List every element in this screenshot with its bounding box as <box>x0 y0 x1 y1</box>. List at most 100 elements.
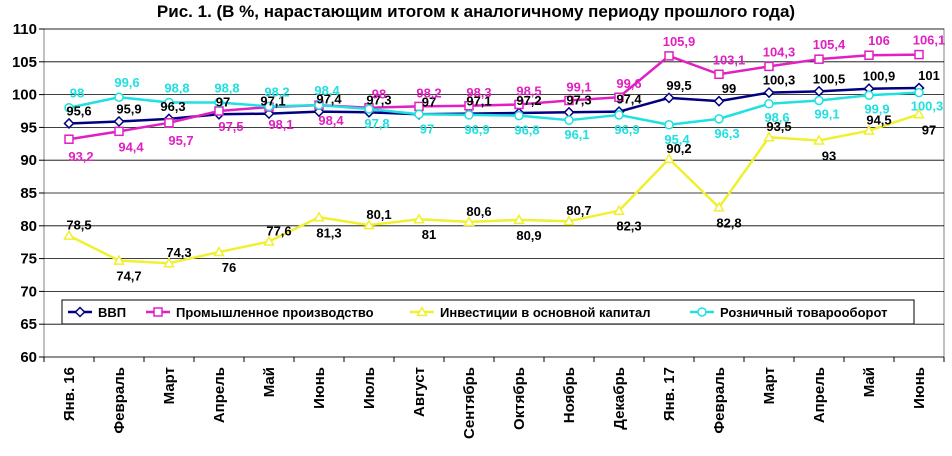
data-point <box>464 101 474 111</box>
y-tick-label: 80 <box>20 218 37 235</box>
data-label: 93,5 <box>766 119 791 134</box>
data-point <box>663 92 675 104</box>
legend-label: ВВП <box>98 305 126 320</box>
data-point <box>214 97 224 108</box>
data-point <box>613 204 625 215</box>
x-tick-label: Март <box>161 367 178 404</box>
x-tick-label: Май <box>861 367 878 397</box>
data-label: 96,3 <box>714 126 739 141</box>
data-point <box>363 219 375 230</box>
y-tick-label: 105 <box>12 54 37 71</box>
y-tick-label: 90 <box>20 152 37 169</box>
data-label: 98,4 <box>318 113 344 128</box>
data-point <box>414 109 424 120</box>
data-point <box>74 306 86 318</box>
data-label: 106 <box>868 33 890 48</box>
legend-label: Промышленное производство <box>176 305 374 320</box>
data-label: 94,5 <box>866 113 891 128</box>
data-label: 94,4 <box>118 139 144 154</box>
x-tick-label: Сентябрь <box>461 367 478 439</box>
data-label: 100,9 <box>863 69 896 84</box>
data-label: 103,1 <box>713 52 746 67</box>
x-tick-label: Май <box>261 367 278 397</box>
data-point <box>163 257 175 268</box>
data-label: 98,6 <box>764 110 789 125</box>
x-tick-label: Июнь <box>911 367 928 409</box>
y-tick-label: 75 <box>20 251 37 268</box>
legend-entry-1: ВВП <box>68 305 126 320</box>
x-tick-label: Июль <box>361 367 378 409</box>
data-labels-1: 95,6 95,9 96,3 97 97,1 97,4 97,3 97 97,1 97,2 97,3… <box>66 68 940 118</box>
data-label: 106,1 <box>913 33 946 48</box>
data-point <box>416 305 428 317</box>
data-point <box>714 69 724 80</box>
data-point <box>64 102 74 113</box>
data-labels-4: 98 99,6 98,8 98,8 98,2 98,4 97,8 97 96,9 96,8 96,1… <box>70 75 944 147</box>
data-point <box>863 124 875 135</box>
data-point <box>514 99 524 110</box>
y-tick-label: 70 <box>20 283 37 300</box>
data-point <box>614 92 624 102</box>
data-label: 90,2 <box>666 141 691 156</box>
data-point <box>413 213 425 224</box>
data-point <box>114 126 124 137</box>
data-label: 99,1 <box>566 80 591 95</box>
data-label: 97,1 <box>260 94 285 109</box>
data-label: 105,9 <box>663 34 696 49</box>
x-tick-label: Октябрь <box>511 367 528 430</box>
data-point <box>564 115 574 125</box>
data-point <box>64 134 74 144</box>
data-label: 93 <box>822 149 836 164</box>
chart-title: Рис. 1. (В %, нарастающим итогом к анало… <box>156 2 796 21</box>
y-tick-label: 85 <box>20 185 37 202</box>
data-label: 98,3 <box>466 85 491 100</box>
series-line <box>68 91 920 127</box>
data-label: 74,3 <box>166 245 191 260</box>
data-point <box>614 110 624 120</box>
data-point <box>713 201 725 212</box>
data-point <box>213 246 225 257</box>
x-tick-label: Февраль <box>711 367 728 434</box>
data-point <box>697 307 707 317</box>
data-point <box>813 134 825 145</box>
data-label: 97,3 <box>566 92 591 107</box>
data-label: 80,1 <box>366 207 391 222</box>
x-tick-label: Февраль <box>111 367 128 434</box>
legend-box <box>61 299 915 325</box>
data-label: 96,1 <box>564 127 589 142</box>
data-label: 97 <box>420 121 434 136</box>
data-point <box>764 99 774 109</box>
data-label: 81,3 <box>316 225 341 240</box>
data-label: 98,2 <box>416 85 441 100</box>
data-label: 98,2 <box>264 84 289 99</box>
data-label: 95,4 <box>664 132 690 147</box>
data-point <box>164 97 174 108</box>
data-point <box>664 120 674 130</box>
legend-label: Инвестиции в основной капитал <box>440 305 650 320</box>
data-label: 105,4 <box>813 37 846 52</box>
y-tick-label: 110 <box>13 21 37 38</box>
data-point <box>864 50 874 60</box>
data-point <box>864 90 874 101</box>
y-tick-label: 65 <box>20 316 37 333</box>
x-tick-label: Март <box>761 367 778 404</box>
data-label: 96,3 <box>160 99 185 114</box>
y-tick-label: 60 <box>20 349 37 366</box>
data-label: 99,5 <box>666 78 691 93</box>
data-label: 98,8 <box>214 80 239 95</box>
data-label: 99,6 <box>114 75 139 90</box>
data-label: 97,4 <box>316 92 342 107</box>
data-point <box>264 101 274 112</box>
series-4 <box>64 87 924 130</box>
data-label: 99,1 <box>814 107 839 122</box>
data-point <box>814 95 824 106</box>
data-label: 77,6 <box>266 224 291 239</box>
data-point <box>164 118 174 128</box>
data-point <box>763 87 775 99</box>
data-label: 98 <box>372 87 386 102</box>
legend: ВВП Промышленное производство Инвестиции в… <box>61 299 915 325</box>
data-label: 97 <box>422 94 436 109</box>
data-point <box>113 254 125 265</box>
x-tick-label: Янв. 17 <box>661 367 678 421</box>
